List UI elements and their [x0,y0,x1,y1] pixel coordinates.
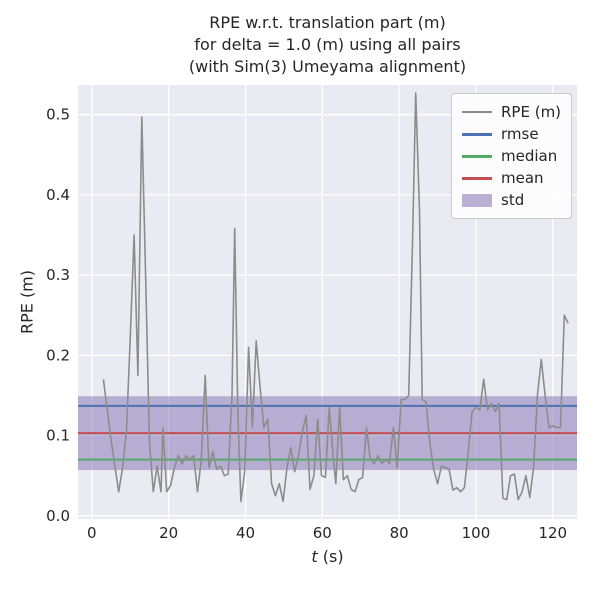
x-tick-label: 120 [538,524,567,542]
legend-item-rmse: rmse [462,123,561,145]
x-tick-label: 40 [236,524,255,542]
legend-item-median: median [462,145,561,167]
x-tick-label: 100 [462,524,491,542]
y-tick-label: 0.3 [46,266,70,284]
legend-swatch-median [462,154,492,158]
x-axis-label: t (s) [78,547,577,566]
x-axis-label-unit: (s) [317,547,344,566]
legend-label-rmse: rmse [501,125,539,143]
legend-label-std: std [501,191,525,209]
legend-item-rpe: RPE (m) [462,101,561,123]
y-tick-label: 0.0 [46,507,70,525]
x-tick-label: 80 [390,524,409,542]
x-tick-label: 0 [87,524,97,542]
y-axis-label: RPE (m) [17,269,37,335]
y-tick-label: 0.4 [46,186,70,204]
legend-swatch-std [462,193,492,207]
legend-item-mean: mean [462,167,561,189]
y-tick-label: 0.2 [46,346,70,364]
legend-swatch-rmse [462,132,492,136]
legend-label-median: median [501,147,558,165]
chart-title: RPE w.r.t. translation part (m) for delt… [188,13,467,76]
legend-label-rpe: RPE (m) [501,103,562,121]
rpe-series-line [102,92,569,503]
legend-swatch-rpe [462,111,492,113]
legend-item-std: std [462,189,561,211]
y-tick-label: 0.5 [46,106,70,124]
x-axis-label-variable: t [311,547,318,566]
legend: RPE (m) rmse median mean std [451,93,573,219]
x-tick-label: 60 [313,524,332,542]
legend-label-mean: mean [501,169,544,187]
legend-swatch-mean [462,176,492,180]
x-tick-label: 20 [159,524,178,542]
y-tick-label: 0.1 [46,427,70,445]
